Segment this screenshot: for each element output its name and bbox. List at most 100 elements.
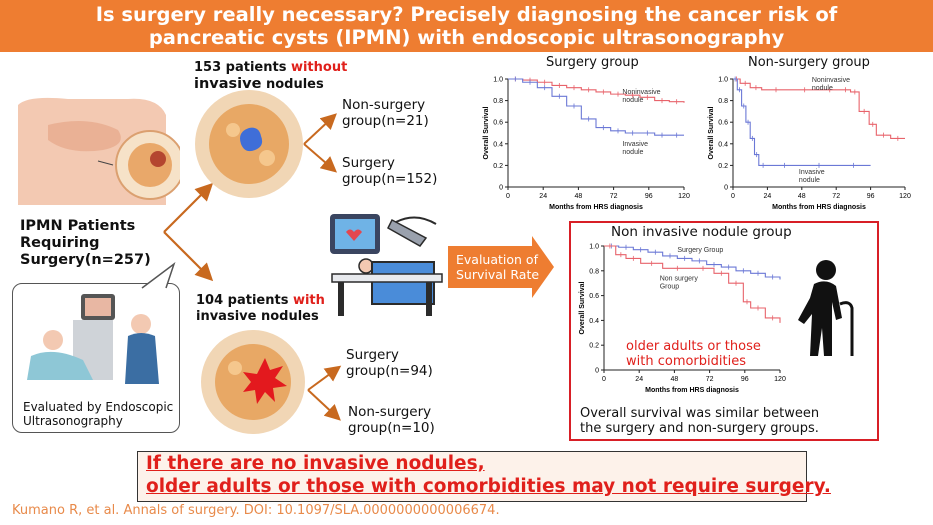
- series-line-0: [733, 78, 905, 139]
- without-line2b: nodules: [261, 77, 324, 92]
- series-label-1: nodule: [622, 149, 643, 156]
- branch-3-line-1: Surgery: [346, 347, 399, 363]
- callout-caption: Evaluated by Endoscopic Ultrasonography: [23, 400, 173, 428]
- root-line-2: Requiring: [20, 235, 100, 251]
- y-tick-label: 1.0: [589, 244, 599, 251]
- without-line2: invasive: [194, 76, 262, 92]
- x-tick-label: 72: [706, 376, 714, 383]
- x-tick-label: 96: [741, 376, 749, 383]
- branch-3-line-2: group(n=94): [346, 363, 433, 379]
- annotation-line-1: older adults or those: [626, 339, 761, 354]
- series-label-0: Noninvasive: [812, 77, 850, 84]
- y-tick-label: 0.6: [718, 120, 728, 127]
- without-prefix: 153 patients: [194, 60, 291, 75]
- takeaway-box: If there are no invasive nodules, older …: [137, 451, 831, 502]
- branch-4-line-1: Non-surgery: [348, 404, 432, 420]
- pancreas-invasive-illustration: [201, 330, 305, 434]
- arrow-line-1: Evaluation of: [456, 252, 538, 267]
- chart-2-title: Non-surgery group: [748, 55, 870, 70]
- x-tick-label: 96: [645, 193, 653, 200]
- callout-line-1: Evaluated by Endoscopic: [23, 400, 174, 414]
- lower-branch-arrows: [307, 365, 342, 421]
- root-branch-arrows: [163, 182, 214, 282]
- y-tick-label: 1.0: [718, 77, 728, 84]
- x-tick-label: 120: [899, 193, 911, 200]
- without-label: 153 patients without invasive nodules: [194, 60, 347, 93]
- x-tick-label: 48: [798, 193, 806, 200]
- elderly-person-icon: [798, 260, 854, 356]
- x-tick-label: 0: [731, 193, 735, 200]
- with-label: 104 patients with invasive nodules: [196, 293, 325, 325]
- torso-pancreas-illustration: [18, 97, 180, 205]
- callout-line-2: Ultrasonography: [23, 414, 123, 428]
- root-line-3: Surgery(n=257): [20, 252, 151, 268]
- series-label-0: Noninvasive: [622, 89, 660, 96]
- title-line-1: Is surgery really necessary? Precisely d…: [95, 3, 838, 26]
- branch-2-line-1: Surgery: [342, 155, 395, 171]
- chart-surgery-group: 0 24 48 72 96 120 0 0.2 0.4 0.6 0.8 1.0 Months from …: [483, 76, 690, 211]
- annotation-line-2: with comorbidities: [626, 354, 746, 369]
- x-tick-label: 24: [635, 376, 643, 383]
- branch-4-line-2: group(n=10): [348, 420, 435, 436]
- y-tick-label: 0.8: [589, 268, 599, 275]
- root-label: IPMN Patients Requiring Surgery(n=257): [20, 218, 151, 269]
- chart-nonsurgery-group: 0 24 48 72 96 120 0 0.2 0.4 0.6 0.8 1.0 Months from …: [708, 76, 911, 211]
- x-tick-label: 120: [678, 193, 690, 200]
- y-tick-label: 0.2: [493, 163, 503, 170]
- series-line-0: [604, 245, 781, 280]
- branch-2-line-2: group(n=152): [342, 171, 438, 187]
- title-line-2: pancreatic cysts (IPMN) with endoscopic …: [148, 26, 785, 49]
- branch-nonsurgery-21: Non-surgery group(n=21): [342, 97, 429, 129]
- callout-tail: [141, 262, 176, 289]
- branch-surgery-94: Surgery group(n=94): [346, 347, 433, 379]
- evaluation-arrow-label: Evaluation of Survival Rate: [456, 252, 539, 282]
- y-tick-label: 0.4: [589, 318, 599, 325]
- x-axis-label: Months from HRS diagnosis: [772, 204, 866, 211]
- endoscopy-callout: Evaluated by Endoscopic Ultrasonography: [12, 283, 180, 433]
- x-tick-label: 120: [774, 376, 786, 383]
- series-label-0: Surgery Group: [677, 247, 723, 254]
- y-tick-label: 0: [724, 185, 728, 192]
- chart-noninvasive-group: 0 24 48 72 96 120 0 0.2 0.4 0.6 0.8 1.0 Months from …: [579, 243, 786, 394]
- series-line-1: [508, 78, 684, 136]
- evaluation-arrow: [448, 236, 554, 298]
- y-tick-label: 0: [595, 368, 599, 375]
- series-label-0: nodule: [622, 97, 643, 104]
- y-axis-label: Overall Survival: [483, 106, 490, 159]
- citation: Kumano R, et al. Annals of surgery. DOI:…: [12, 503, 500, 518]
- takeaway-line-2: older adults or those with comorbidities…: [146, 476, 831, 497]
- branch-surgery-152: Surgery group(n=152): [342, 155, 437, 187]
- root-line-1: IPMN Patients: [20, 218, 136, 234]
- series-label-1: Non surgery: [660, 276, 699, 283]
- x-tick-label: 0: [602, 376, 606, 383]
- branch-1-line-1: Non-surgery: [342, 97, 426, 113]
- branch-1-line-2: group(n=21): [342, 113, 429, 129]
- y-tick-label: 0.2: [718, 163, 728, 170]
- x-tick-label: 48: [575, 193, 583, 200]
- with-line2: invasive nodules: [196, 309, 319, 324]
- y-tick-label: 0.8: [718, 98, 728, 105]
- x-tick-label: 72: [610, 193, 618, 200]
- conclusion-text: Overall survival was similar between the…: [580, 406, 819, 436]
- y-tick-label: 0: [499, 185, 503, 192]
- x-tick-label: 0: [506, 193, 510, 200]
- with-highlight: with: [292, 293, 325, 308]
- series-line-1: [733, 78, 871, 166]
- endoscopy-scene-icon: [27, 294, 159, 384]
- x-tick-label: 24: [764, 193, 772, 200]
- arrow-line-2: Survival Rate: [456, 267, 540, 282]
- x-tick-label: 96: [867, 193, 875, 200]
- with-prefix: 104 patients: [196, 293, 293, 308]
- y-axis-label: Overall Survival: [708, 106, 715, 159]
- series-label-1: Group: [660, 284, 680, 291]
- y-tick-label: 0.2: [589, 343, 599, 350]
- y-tick-label: 0.6: [589, 293, 599, 300]
- series-label-1: Invasive: [622, 141, 648, 148]
- series-line-1: [604, 245, 781, 323]
- x-tick-label: 24: [539, 193, 547, 200]
- branch-nonsurgery-10: Non-surgery group(n=10): [348, 404, 435, 436]
- upper-branch-arrows: [303, 113, 338, 173]
- y-tick-label: 0.8: [493, 98, 503, 105]
- y-tick-label: 0.4: [493, 141, 503, 148]
- y-tick-label: 0.4: [718, 141, 728, 148]
